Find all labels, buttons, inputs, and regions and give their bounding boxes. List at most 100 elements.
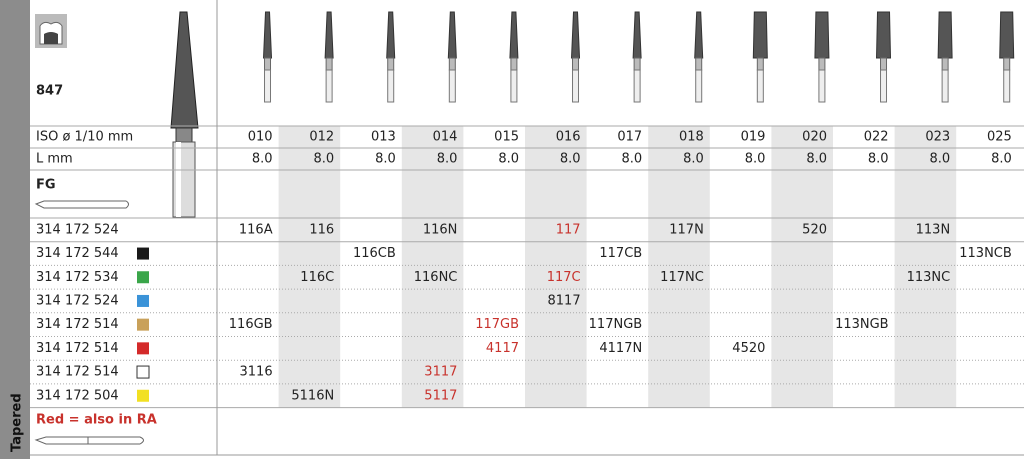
length-value: 8.0 bbox=[868, 152, 889, 167]
product-number: 116C bbox=[300, 270, 334, 285]
product-number: 116GB bbox=[229, 317, 273, 332]
product-number: 116NC bbox=[414, 270, 458, 285]
bur-image bbox=[999, 11, 1015, 103]
product-number: 117NGB bbox=[589, 317, 643, 332]
bur-image bbox=[262, 11, 273, 103]
bur-neck bbox=[941, 57, 949, 71]
product-number: 4117 bbox=[486, 341, 519, 356]
bur-neck bbox=[325, 57, 333, 71]
iso-size: 025 bbox=[987, 130, 1012, 145]
iso-size: 012 bbox=[309, 130, 334, 145]
color-swatch bbox=[137, 294, 149, 307]
iso-size: 020 bbox=[802, 130, 827, 145]
product-number: 116A bbox=[239, 222, 273, 237]
bur-neck bbox=[695, 57, 703, 71]
product-code: 314 172 524 bbox=[36, 293, 119, 308]
bur-image bbox=[694, 11, 704, 103]
bur-shank bbox=[1003, 69, 1011, 103]
color-swatch bbox=[137, 318, 149, 331]
product-number: 113N bbox=[916, 222, 951, 237]
product-number: 117 bbox=[556, 222, 581, 237]
column-shade bbox=[278, 126, 341, 408]
length-value: 8.0 bbox=[622, 152, 643, 167]
length-value: 8.0 bbox=[252, 152, 273, 167]
iso-size: 013 bbox=[371, 130, 396, 145]
bur-image bbox=[814, 11, 830, 103]
product-number: 113NCB bbox=[959, 246, 1012, 261]
length-value: 8.0 bbox=[375, 152, 396, 167]
bur-shank bbox=[880, 69, 888, 103]
product-code: 314 172 544 bbox=[36, 246, 119, 261]
product-code: 314 172 504 bbox=[36, 388, 119, 403]
bur-head bbox=[570, 11, 581, 59]
bur-shank bbox=[325, 69, 333, 103]
product-number: 117NC bbox=[660, 270, 704, 285]
product-code: 314 172 514 bbox=[36, 365, 119, 380]
column-shade bbox=[771, 126, 833, 408]
crown-icon bbox=[35, 14, 67, 48]
bur-shank bbox=[572, 69, 580, 103]
iso-size: 017 bbox=[617, 130, 642, 145]
bur-neck bbox=[510, 57, 518, 71]
bur-shank bbox=[695, 69, 703, 103]
bur-head bbox=[386, 11, 396, 59]
bur-shank bbox=[448, 69, 456, 103]
product-number: 520 bbox=[802, 222, 827, 237]
shape-number: 847 bbox=[36, 84, 63, 99]
iso-size: 018 bbox=[679, 130, 704, 145]
product-number: 113NGB bbox=[835, 317, 889, 332]
bur-image bbox=[447, 11, 457, 103]
product-code: 314 172 524 bbox=[36, 222, 119, 237]
shank-shape bbox=[34, 200, 129, 209]
bur-head bbox=[632, 11, 642, 59]
bur-neck bbox=[633, 57, 641, 71]
length-label: L mm bbox=[36, 152, 73, 167]
contra-angle-icon bbox=[34, 436, 144, 445]
bur-image bbox=[324, 11, 334, 103]
length-value: 8.0 bbox=[437, 152, 458, 167]
bur-neck bbox=[387, 57, 395, 71]
iso-size: 014 bbox=[433, 130, 458, 145]
length-value: 8.0 bbox=[745, 152, 766, 167]
color-swatch bbox=[137, 389, 149, 402]
column-shade bbox=[525, 126, 587, 408]
length-value: 8.0 bbox=[806, 152, 827, 167]
length-value: 8.0 bbox=[991, 152, 1012, 167]
product-number: 117CB bbox=[599, 246, 642, 261]
color-swatch bbox=[137, 342, 149, 355]
bur-shank bbox=[756, 69, 764, 103]
product-number: 116N bbox=[423, 222, 458, 237]
bur-head bbox=[752, 11, 768, 59]
product-number: 116 bbox=[309, 222, 334, 237]
bur-head bbox=[324, 11, 334, 59]
iso-size: 016 bbox=[556, 130, 581, 145]
product-number: 116CB bbox=[353, 246, 396, 261]
color-swatch bbox=[136, 365, 150, 379]
bur-neck bbox=[572, 57, 580, 71]
bur-neck bbox=[880, 57, 888, 71]
iso-size: 015 bbox=[494, 130, 519, 145]
bur-image bbox=[632, 11, 642, 103]
bur-head bbox=[937, 11, 953, 59]
product-number: 3117 bbox=[424, 365, 457, 380]
product-number: 117C bbox=[547, 270, 581, 285]
bur-neck bbox=[756, 57, 764, 71]
length-value: 8.0 bbox=[560, 152, 581, 167]
iso-label: ISO ø 1/10 mm bbox=[36, 130, 133, 145]
shank-label: FG bbox=[36, 178, 56, 193]
product-number: 117N bbox=[669, 222, 704, 237]
product-number: 5117 bbox=[424, 388, 457, 403]
length-value: 8.0 bbox=[683, 152, 704, 167]
bur-shank bbox=[941, 69, 949, 103]
iso-size: 023 bbox=[925, 130, 950, 145]
bur-image bbox=[752, 11, 768, 103]
product-number: 4117N bbox=[599, 341, 642, 356]
bur-neck bbox=[448, 57, 456, 71]
bur-shank bbox=[818, 69, 826, 103]
bur-image bbox=[386, 11, 396, 103]
category-label: Tapered bbox=[10, 393, 25, 452]
bur-neck bbox=[264, 57, 272, 71]
bur-neck bbox=[818, 57, 826, 71]
bur-shank bbox=[510, 69, 518, 103]
